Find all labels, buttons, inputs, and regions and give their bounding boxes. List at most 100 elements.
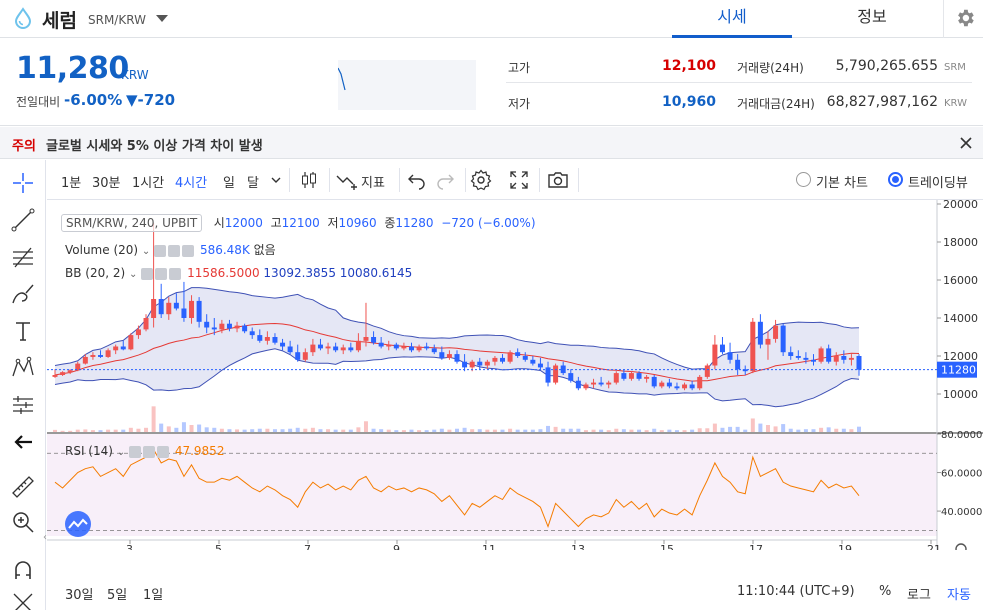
volume-bar [682,430,687,432]
volume-extra: 없음 [253,243,276,257]
coin-name: 세럼 [42,10,77,32]
tradingview-label[interactable]: 트레이딩뷰 [908,176,968,191]
tf-30m[interactable]: 30분 [92,176,121,191]
volume-bar [857,426,861,432]
volume-unit: SRM [944,62,966,73]
symbol-label: SRM/KRW, 240, UPBIT [66,216,198,230]
candle-body [803,357,809,360]
eye-icon[interactable] [141,267,154,280]
percent-toggle[interactable]: % [879,584,892,599]
candle-body [302,352,308,360]
redo-icon[interactable] [433,168,457,192]
candle-body [697,376,703,389]
lock-drawing-icon[interactable] [8,588,38,610]
candle-body [189,300,195,318]
tab-info[interactable]: 정보 [857,7,887,26]
candle-body [644,376,650,379]
pair-dropdown-icon[interactable] [156,15,168,22]
tf-1h[interactable]: 1시간 [132,176,165,191]
chart-settings-icon[interactable] [469,168,493,192]
toolbar-divider [329,168,330,192]
volume-label: 거래량(24H) [737,61,804,75]
candle-body [613,373,619,383]
time-tick-label: 15 [660,543,674,550]
candle-body [477,361,483,366]
zoom-in-icon[interactable] [8,507,38,537]
chevron-down-icon[interactable]: ⌄ [141,246,151,257]
remove-icon[interactable] [169,267,182,280]
collapse-toolbar-icon[interactable]: ‹ [43,532,47,543]
magnet-icon[interactable] [8,555,38,585]
close-icon[interactable] [958,135,974,151]
range-1d[interactable]: 1일 [143,588,164,603]
volume-bar [743,429,748,432]
rsi-tick-label: 60.0000 [941,469,982,480]
tf-4h[interactable]: 4시간 [175,176,208,191]
candle-body [173,302,179,309]
camera-icon[interactable] [546,168,570,192]
high-label-lg: 고 [270,216,282,230]
basic-chart-label[interactable]: 기본 차트 [816,176,868,191]
warning-tag: 주의 [12,139,36,154]
price-chart[interactable]: 11280 20000 18000 16000 14000 12000 10000 80.00… [47,198,983,556]
settings-small-icon[interactable] [155,267,168,280]
bb-title: BB (20, 2) [65,266,126,280]
chevron-down-icon[interactable]: ⌄ [116,447,126,458]
volume-bar [379,429,384,432]
tradingview-radio[interactable] [888,172,903,187]
indicators-icon[interactable] [335,168,359,192]
settings-small-icon[interactable] [168,244,181,257]
ruler-icon[interactable] [8,472,38,502]
brush-icon[interactable] [8,279,38,309]
prediction-icon[interactable] [8,390,38,420]
volume-bar [591,429,596,432]
range-5d[interactable]: 5일 [107,588,128,603]
trend-line-icon[interactable] [8,205,38,235]
volume-bar [68,430,73,432]
high-value: 12,100 [661,58,716,74]
volume-bar [621,429,626,432]
fib-lines-icon[interactable] [8,242,38,272]
candle-body [818,348,824,362]
basic-chart-radio[interactable] [796,172,811,187]
fullscreen-icon[interactable] [507,168,531,192]
candle-type-icon[interactable] [297,168,321,192]
chevron-down-icon[interactable] [269,168,283,192]
candle-body [158,299,164,315]
remove-icon[interactable] [182,244,195,257]
tf-1m[interactable]: 1분 [61,176,82,191]
settings-small-icon[interactable] [143,445,155,458]
clock[interactable]: 11:10:44 (UTC+9) [737,584,855,599]
tab-sise[interactable]: 시세 [672,0,792,38]
chart-area[interactable]: 11280 20000 18000 16000 14000 12000 10000 80.00… [47,198,983,556]
candle-body [484,361,490,366]
undo-icon[interactable] [405,168,429,192]
stat-divider [506,82,972,83]
last-price-tag [937,361,977,378]
tf-day[interactable]: 일 [223,176,235,191]
chevron-down-icon[interactable]: ⌄ [129,269,138,280]
volume-bar [599,429,604,432]
rsi-legend: RSI (14) ⌄ 47.9852 [65,444,224,458]
pattern-icon[interactable] [8,353,38,383]
eye-icon[interactable] [129,445,141,458]
auto-toggle[interactable]: 자동 [947,588,971,603]
volume-bar [667,429,672,432]
back-arrow-icon[interactable] [8,427,38,457]
drawing-toolbar: ‹ [0,160,47,610]
volume-bar [98,430,103,432]
candle-body [135,329,141,336]
remove-icon[interactable] [157,445,169,458]
symbol-box[interactable]: SRM/KRW, 240, UPBIT [61,214,203,232]
text-icon[interactable] [8,316,38,346]
gear-icon[interactable] [954,7,976,29]
toolbar-divider [539,168,540,192]
eye-icon[interactable] [154,244,167,257]
range-30d[interactable]: 30일 [65,588,94,603]
tf-month[interactable]: 달 [247,176,259,191]
amount-value: 68,827,987,162 [826,94,938,110]
crosshair-icon[interactable] [8,168,38,198]
indicators-button[interactable]: 지표 [361,176,385,191]
axis-settings-icon[interactable] [955,543,967,555]
log-toggle[interactable]: 로그 [907,588,931,603]
